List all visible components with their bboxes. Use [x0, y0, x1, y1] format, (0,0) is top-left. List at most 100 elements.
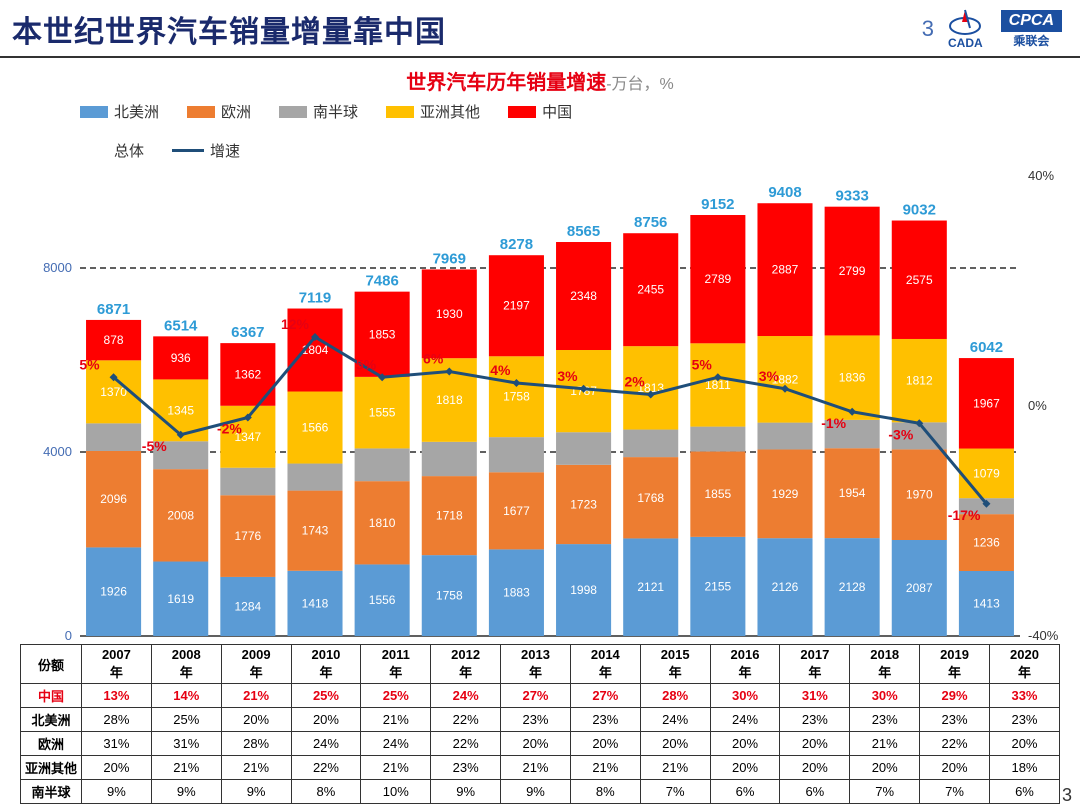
- share-table: 份额2007年2008年2009年2010年2011年2012年2013年201…: [20, 644, 1060, 804]
- total-label: 9408: [768, 184, 801, 201]
- page-number-bottom: 3: [1062, 785, 1072, 806]
- total-label: 7969: [433, 250, 466, 267]
- growth-label: 2%: [624, 374, 645, 390]
- table-cell: 7%: [640, 780, 710, 804]
- growth-label: 5%: [356, 356, 377, 372]
- total-label: 6042: [970, 339, 1003, 356]
- bar-label: 2455: [637, 283, 664, 297]
- table-cell: 20%: [221, 708, 291, 732]
- table-cell: 18%: [989, 756, 1059, 780]
- table-cell: 21%: [640, 756, 710, 780]
- table-cell: 20%: [82, 756, 152, 780]
- table-cell: 23%: [570, 708, 640, 732]
- bar-label: 1812: [906, 374, 933, 388]
- bar-label: 1236: [973, 536, 1000, 550]
- bar-label: 2799: [839, 264, 866, 278]
- growth-label: -5%: [142, 438, 167, 454]
- bar-south_hemi: [86, 423, 141, 451]
- svg-text:0: 0: [65, 628, 72, 643]
- total-label: 6367: [231, 324, 264, 341]
- table-row-label: 中国: [21, 684, 82, 708]
- table-cell: 23%: [780, 708, 850, 732]
- growth-label: -17%: [948, 507, 981, 523]
- cpca-label: 乘联会: [1013, 32, 1049, 49]
- table-cell: 31%: [82, 732, 152, 756]
- table-cell: 31%: [151, 732, 221, 756]
- table-cell: 28%: [640, 684, 710, 708]
- table-cell: 23%: [501, 708, 571, 732]
- bar-label: 2096: [100, 492, 127, 506]
- total-label: 9152: [701, 196, 734, 213]
- table-year-header: 2009年: [221, 645, 291, 684]
- table-cell: 14%: [151, 684, 221, 708]
- table-row: 南半球9%9%9%8%10%9%9%8%7%6%6%7%7%6%: [21, 780, 1060, 804]
- growth-label: 6%: [423, 351, 444, 367]
- bar-label: 2126: [772, 580, 799, 594]
- total-label: 6514: [164, 317, 198, 334]
- bar-label: 2155: [705, 579, 732, 593]
- table-cell: 27%: [501, 684, 571, 708]
- bar-label: 1967: [973, 396, 1000, 410]
- table-year-header: 2015年: [640, 645, 710, 684]
- svg-text:4000: 4000: [43, 444, 72, 459]
- bar-label: 1818: [436, 393, 463, 407]
- bar-label: 1758: [503, 390, 530, 404]
- table-cell: 20%: [710, 756, 780, 780]
- table-cell: 24%: [291, 732, 361, 756]
- bar-label: 1926: [100, 585, 127, 599]
- bar-label: 2128: [839, 580, 866, 594]
- table-row: 北美洲28%25%20%20%21%22%23%23%24%24%23%23%2…: [21, 708, 1060, 732]
- table-cell: 21%: [570, 756, 640, 780]
- logo-group: CADA CPCA 乘联会: [942, 6, 1068, 52]
- bar-label: 1723: [570, 497, 597, 511]
- bar-label: 1345: [167, 403, 194, 417]
- bar-label: 2121: [637, 580, 664, 594]
- bar-label: 1855: [705, 487, 732, 501]
- bar-label: 2197: [503, 299, 530, 313]
- bar-south_hemi: [355, 448, 410, 481]
- table-cell: 20%: [570, 732, 640, 756]
- table-row: 中国13%14%21%25%25%24%27%27%28%30%31%30%29…: [21, 684, 1060, 708]
- table-cell: 23%: [850, 708, 920, 732]
- total-label: 7486: [365, 273, 398, 290]
- table-cell: 20%: [501, 732, 571, 756]
- bar-label: 1758: [436, 589, 463, 603]
- total-label: 6871: [97, 301, 130, 318]
- chart-area: 世界汽车历年销量增速-万台，% 北美洲欧洲南半球亚洲其他中国总体增速 04000…: [20, 66, 1060, 666]
- bar-label: 1079: [973, 466, 1000, 480]
- bar-label: 1556: [369, 593, 396, 607]
- page-title: 本世纪世界汽车销量增量靠中国: [12, 7, 922, 51]
- table-year-header: 2017年: [780, 645, 850, 684]
- bar-label: 1768: [637, 491, 664, 505]
- growth-label: 3%: [557, 368, 578, 384]
- table-cell: 25%: [291, 684, 361, 708]
- table-year-header: 2014年: [570, 645, 640, 684]
- table-cell: 7%: [920, 780, 990, 804]
- table-cell: 6%: [710, 780, 780, 804]
- bar-south_hemi: [287, 464, 342, 491]
- share-table-wrap: 份额2007年2008年2009年2010年2011年2012年2013年201…: [20, 644, 1060, 804]
- table-year-header: 2018年: [850, 645, 920, 684]
- table-cell: 9%: [431, 780, 501, 804]
- table-cell: 9%: [151, 780, 221, 804]
- table-year-header: 2011年: [361, 645, 431, 684]
- table-cell: 9%: [501, 780, 571, 804]
- table-cell: 24%: [431, 684, 501, 708]
- table-cell: 21%: [151, 756, 221, 780]
- bar-label: 1743: [302, 524, 329, 538]
- growth-label: 5%: [692, 356, 713, 372]
- table-cell: 24%: [710, 708, 780, 732]
- bar-label: 1566: [302, 421, 329, 435]
- table-row: 欧洲31%31%28%24%24%22%20%20%20%20%20%21%22…: [21, 732, 1060, 756]
- table-year-header: 2020年: [989, 645, 1059, 684]
- bar-label: 1929: [772, 487, 799, 501]
- bar-south_hemi: [556, 432, 611, 465]
- table-cell: 22%: [920, 732, 990, 756]
- table-row-label: 北美洲: [21, 708, 82, 732]
- bar-south_hemi: [757, 423, 812, 450]
- bar-label: 1284: [235, 599, 262, 613]
- table-cell: 29%: [920, 684, 990, 708]
- table-year-header: 2008年: [151, 645, 221, 684]
- table-cell: 28%: [221, 732, 291, 756]
- bar-label: 1776: [235, 529, 262, 543]
